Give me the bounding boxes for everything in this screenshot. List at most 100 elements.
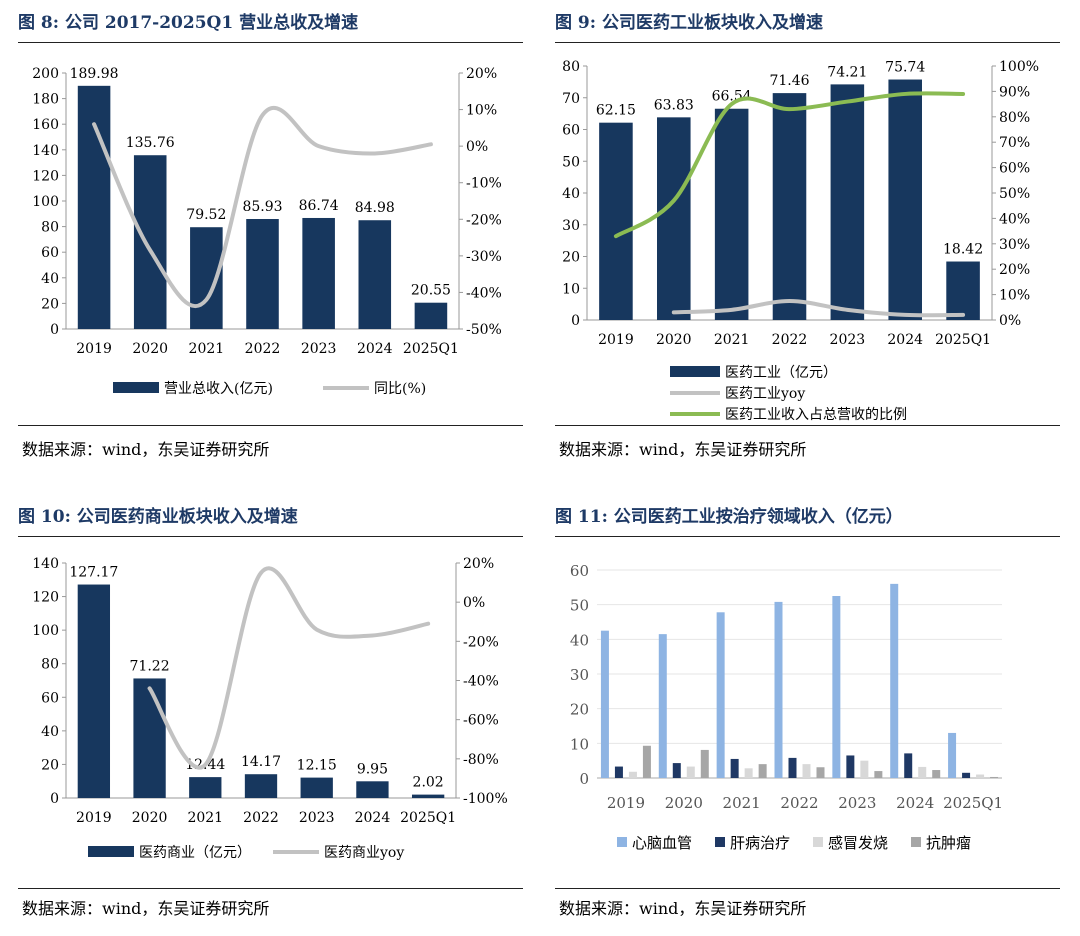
y-tick-label: 60 — [41, 245, 59, 261]
data-source: 数据来源：wind，东吴证券研究所 — [22, 899, 270, 918]
y-tick-label: 30 — [562, 218, 580, 234]
y2-tick-label: 0% — [999, 313, 1021, 329]
x-tick-label: 2024 — [357, 341, 393, 357]
bar — [302, 217, 335, 329]
y-tick-label: 40 — [41, 271, 59, 287]
x-tick-label: 2019 — [607, 794, 645, 812]
title-rule — [18, 536, 523, 537]
bar — [246, 219, 279, 329]
legend-swatch — [670, 366, 720, 377]
y-tick-label: 80 — [562, 59, 580, 75]
y2-tick-label: 10% — [466, 103, 497, 119]
y-tick-label: 10 — [570, 735, 589, 753]
legend-label: 营业总收入(亿元) — [164, 381, 273, 397]
x-tick-label: 2024 — [355, 810, 391, 826]
bar-data-label: 189.98 — [70, 66, 119, 82]
bar — [658, 634, 667, 778]
x-tick-label: 2021 — [187, 810, 223, 826]
bar — [628, 771, 637, 778]
title-rule — [555, 536, 1060, 537]
y-tick-label: 40 — [41, 724, 59, 740]
bar — [642, 745, 651, 778]
legend-label: 抗肿瘤 — [926, 834, 971, 852]
y-tick-label: 0 — [50, 322, 59, 338]
bar — [189, 777, 222, 798]
y-tick-label: 0 — [579, 770, 589, 788]
x-tick-label: 2020 — [132, 341, 168, 357]
x-tick-label: 2019 — [76, 810, 112, 826]
revenue-chart: 0 20 40 60 80 100 120 140 160 180 200 -50% -40% -30% -… — [32, 66, 502, 397]
y-tick-label: 120 — [32, 590, 59, 606]
bar — [414, 302, 448, 329]
x-tick-label: 2024 — [887, 332, 923, 348]
bar — [904, 753, 913, 778]
pharma-commerce-chart: 0 20 40 60 80 100 120 140 -100% -80% -60% -40% -20% 0… — [32, 556, 508, 861]
y2-tick-label: 30% — [999, 237, 1030, 253]
bar — [356, 781, 389, 798]
bar-data-label: 135.76 — [126, 135, 175, 151]
source-rule — [555, 425, 1060, 426]
panel-therapy-areas: 图 11: 公司医药工业按治疗领域收入（亿元） 0 10 20 30 40 50 60 201… — [555, 502, 1060, 932]
x-tick-label: 2020 — [656, 332, 692, 348]
panel-revenue: 图 8: 公司 2017-2025Q1 营业总收及增速 0 20 40 60 80 100… — [18, 8, 523, 468]
chart-title: 图 11: 公司医药工业按治疗领域收入（亿元） — [555, 507, 903, 527]
bar-data-label: 20.55 — [411, 283, 451, 299]
x-tick-label: 2022 — [780, 794, 818, 812]
y-tick-label: 30 — [570, 666, 589, 684]
bar-data-label: 14.17 — [241, 754, 281, 770]
bar — [772, 93, 807, 320]
y2-tick-label: 10% — [999, 288, 1030, 304]
y2-tick-label: 20% — [463, 556, 494, 572]
bar — [714, 108, 749, 320]
legend-swatch — [715, 837, 725, 847]
legend-label: 心脑血管 — [632, 834, 692, 852]
x-tick-label: 2022 — [243, 810, 279, 826]
data-source: 数据来源：wind，东吴证券研究所 — [559, 899, 807, 918]
x-tick-label: 2022 — [245, 341, 281, 357]
y2-tick-label: 100% — [999, 59, 1039, 75]
y-tick-label: 20 — [570, 701, 589, 719]
bar — [990, 776, 999, 778]
bar-data-label: 79.52 — [186, 207, 226, 223]
y-tick-label: 20 — [41, 296, 59, 312]
bar-data-label: 127.17 — [69, 565, 118, 581]
y-tick-label: 40 — [570, 631, 589, 649]
bar — [700, 749, 709, 778]
bar — [411, 794, 445, 798]
legend-label: 医药工业yoy — [725, 386, 805, 402]
chart-title: 图 10: 公司医药商业板块收入及增速 — [18, 507, 298, 527]
bar — [730, 758, 739, 778]
x-tick-label: 2023 — [838, 794, 876, 812]
bar — [774, 601, 783, 778]
bar-data-label: 85.93 — [242, 199, 282, 215]
legend-label: 医药商业yoy — [324, 845, 404, 861]
y-tick-label: 50 — [562, 154, 580, 170]
y2-tick-label: -50% — [466, 322, 502, 338]
bar — [133, 155, 167, 329]
x-tick-label: 2025Q1 — [935, 332, 991, 348]
x-tick-label: 2023 — [301, 341, 337, 357]
bar-data-label: 86.74 — [299, 198, 339, 214]
chart-title: 图 9: 公司医药工业板块收入及增速 — [555, 13, 823, 33]
series-line — [671, 298, 966, 318]
x-tick-label: 2020 — [665, 794, 703, 812]
bar — [888, 79, 922, 320]
bar — [962, 772, 971, 778]
bar-data-label: 2.02 — [413, 775, 444, 791]
y2-tick-label: -100% — [463, 791, 508, 807]
y-tick-label: 0 — [50, 791, 59, 807]
title-rule — [18, 42, 523, 43]
bar-data-label: 62.15 — [596, 103, 636, 119]
bar — [932, 770, 941, 778]
bar-data-label: 74.21 — [827, 64, 867, 80]
bar — [816, 767, 825, 778]
y2-tick-label: 70% — [999, 135, 1030, 151]
bar — [716, 612, 725, 778]
bar-data-label: 84.98 — [355, 200, 395, 216]
bar — [744, 768, 753, 778]
y-tick-label: 60 — [570, 562, 589, 580]
x-tick-label: 2021 — [723, 794, 761, 812]
y2-tick-label: -40% — [466, 285, 502, 301]
y2-tick-label: 20% — [466, 66, 497, 82]
bar — [946, 261, 980, 320]
